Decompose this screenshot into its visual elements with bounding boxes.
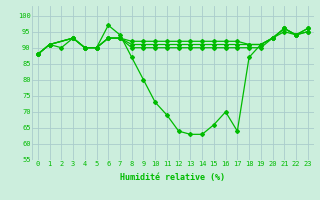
- X-axis label: Humidité relative (%): Humidité relative (%): [120, 173, 225, 182]
